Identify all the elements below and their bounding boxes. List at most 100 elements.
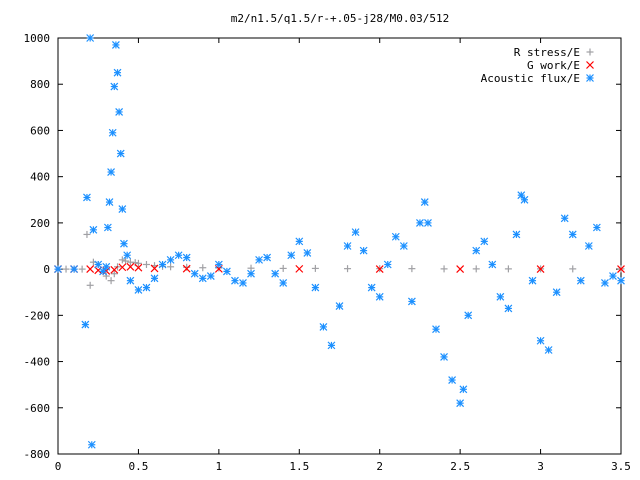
marker-stroke: [247, 269, 255, 278]
legend-marker: [586, 61, 594, 69]
marker-stroke: [255, 255, 263, 264]
data-point: [448, 376, 457, 384]
marker-stroke: [134, 285, 143, 294]
marker-stroke: [89, 225, 98, 234]
data-point: [271, 269, 280, 278]
marker-stroke: [459, 385, 468, 394]
data-point: [327, 341, 336, 350]
data-point: [517, 191, 526, 200]
x-tick-label: 1: [216, 460, 223, 473]
data-point: [440, 265, 448, 273]
data-point: [54, 265, 62, 274]
data-point: [134, 259, 142, 267]
marker-stroke: [107, 168, 116, 176]
marker-stroke: [150, 264, 159, 273]
data-point: [351, 228, 360, 237]
data-point: [94, 260, 103, 269]
marker-stroke: [520, 195, 529, 204]
data-point: [319, 322, 328, 331]
marker-stroke: [120, 239, 128, 248]
data-point: [600, 279, 609, 287]
data-point: [504, 265, 512, 273]
x-tick-label: 0.5: [128, 460, 148, 473]
marker-stroke: [464, 311, 473, 320]
data-point: [107, 277, 115, 285]
y-tick-label: 1000: [24, 32, 51, 45]
marker-stroke: [407, 297, 416, 306]
marker-stroke: [86, 265, 95, 274]
data-point: [520, 195, 529, 204]
data-point: [182, 253, 191, 262]
marker-stroke: [134, 263, 143, 272]
marker-stroke: [94, 266, 103, 275]
marker-stroke: [375, 265, 384, 274]
data-point: [420, 198, 429, 207]
marker-stroke: [198, 274, 207, 283]
marker-stroke: [448, 376, 457, 384]
series-r-stress-e: [54, 230, 625, 289]
marker-stroke: [528, 276, 537, 285]
data-point: [118, 205, 127, 213]
data-point: [110, 265, 119, 274]
y-tick-label: 0: [43, 263, 50, 276]
data-point: [383, 260, 392, 269]
marker-stroke: [303, 249, 312, 257]
y-tick-label: -400: [24, 356, 51, 369]
x-tick-label: 2.5: [450, 460, 470, 473]
data-point: [182, 264, 191, 273]
marker-stroke: [182, 264, 191, 273]
data-point: [102, 262, 111, 271]
marker-stroke: [456, 399, 465, 408]
data-point: [86, 281, 94, 289]
data-point: [126, 262, 135, 271]
data-point: [528, 276, 537, 285]
x-tick-label: 3.5: [611, 460, 631, 473]
data-point: [174, 251, 183, 260]
marker-stroke: [391, 232, 400, 241]
data-point: [617, 276, 625, 285]
marker-stroke: [600, 279, 609, 287]
marker-stroke: [174, 251, 183, 260]
marker-stroke: [432, 325, 440, 334]
marker-stroke: [113, 68, 122, 77]
data-point: [343, 242, 352, 250]
marker-stroke: [231, 276, 239, 285]
marker-stroke: [126, 276, 135, 285]
marker-stroke: [536, 265, 545, 274]
data-point: [134, 263, 143, 272]
marker-stroke: [166, 255, 175, 264]
marker-stroke: [480, 237, 489, 246]
data-point: [62, 265, 70, 273]
y-tick-label: -600: [24, 402, 51, 415]
data-point: [102, 272, 110, 280]
data-point: [440, 353, 448, 361]
marker-stroke: [552, 288, 561, 297]
data-point: [255, 255, 263, 264]
data-point: [536, 336, 545, 345]
data-point: [83, 193, 91, 202]
data-point: [239, 279, 247, 287]
legend-label: R stress/E: [514, 46, 580, 59]
data-point: [231, 276, 239, 285]
data-point: [311, 283, 320, 292]
marker-stroke: [617, 265, 625, 274]
marker-stroke: [110, 265, 119, 274]
marker-stroke: [86, 34, 95, 42]
x-tick-label: 1.5: [289, 460, 309, 473]
marker-stroke: [222, 267, 231, 276]
plot-border: [57, 37, 622, 455]
marker-stroke: [263, 253, 272, 262]
data-point: [344, 265, 352, 273]
marker-stroke: [118, 263, 127, 272]
marker-stroke: [110, 82, 119, 91]
data-point: [198, 274, 207, 283]
marker-stroke: [279, 279, 288, 287]
data-point: [167, 263, 175, 271]
marker-stroke: [94, 260, 103, 269]
data-point: [107, 168, 116, 176]
data-point: [134, 285, 143, 294]
marker-stroke: [99, 267, 107, 276]
data-point: [303, 249, 312, 257]
data-point: [569, 265, 577, 273]
